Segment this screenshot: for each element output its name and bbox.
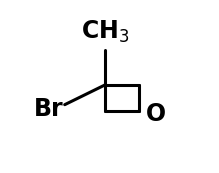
Text: O: O — [146, 102, 166, 126]
Text: CH$_3$: CH$_3$ — [81, 19, 130, 45]
Text: Br: Br — [34, 97, 64, 121]
